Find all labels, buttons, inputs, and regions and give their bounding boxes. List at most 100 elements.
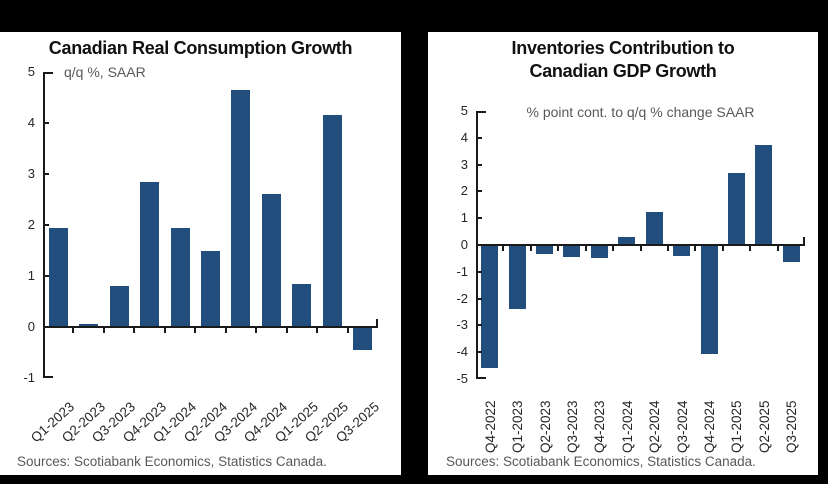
x-tick xyxy=(612,246,615,251)
bar-Q1-2024 xyxy=(618,236,636,245)
right-source-note: Sources: Scotiabank Economics, Statistic… xyxy=(446,454,756,469)
bar-Q3-2024 xyxy=(673,245,691,256)
y-tick-label: -2 xyxy=(456,290,468,306)
left-chart-panel: Canadian Real Consumption Growth q/q %, … xyxy=(0,32,401,475)
bar-Q4-2023 xyxy=(590,245,608,259)
x-tick xyxy=(102,328,105,333)
x-tick xyxy=(285,328,288,333)
x-label-Q2-2025: Q2-2025 xyxy=(756,400,772,453)
bar-Q3-2025 xyxy=(782,245,800,263)
x-tick xyxy=(255,328,258,333)
y-tick xyxy=(43,122,49,124)
x-tick xyxy=(163,328,166,333)
y-tick-label: 5 xyxy=(460,103,468,118)
left-plot-area: 5 4 3 2 1 0 -1 Q1-2023 Q2-2023 Q3-2023 Q4-2023 Q1-2… xyxy=(0,32,401,475)
y-tick xyxy=(476,297,482,300)
x-axis-end-cap xyxy=(376,319,378,327)
x-axis-end-cap xyxy=(803,237,805,245)
x-tick xyxy=(721,246,724,251)
bar-Q4-2022 xyxy=(481,245,499,369)
y-tick-label: -5 xyxy=(456,371,468,386)
bar-Q4-2023 xyxy=(140,181,160,327)
left-chart-title: Canadian Real Consumption Growth xyxy=(48,38,353,58)
y-tick-label: 0 xyxy=(27,319,35,334)
y-tick-label: 3 xyxy=(27,166,35,181)
x-label-Q4-2024: Q4-2024 xyxy=(702,400,718,453)
y-tick-label: -1 xyxy=(23,370,35,385)
y-tick xyxy=(43,275,49,277)
x-label-Q3-2023: Q3-2023 xyxy=(564,400,580,453)
y-tick-label: 5 xyxy=(27,64,35,79)
y-tick xyxy=(476,190,482,193)
left-source-note: Sources: Scotiabank Economics, Statistic… xyxy=(17,454,327,469)
right-chart-title-line1: Inventories Contribution to xyxy=(511,38,735,58)
bar-Q2-2025 xyxy=(322,115,342,327)
y-tick-label: 1 xyxy=(27,268,35,283)
y-axis-bottom-cap xyxy=(476,377,486,379)
bar-Q2-2024 xyxy=(645,211,663,245)
y-tick xyxy=(476,136,482,139)
y-tick xyxy=(476,270,482,273)
bar-Q3-2024 xyxy=(231,89,251,327)
x-tick xyxy=(316,328,319,333)
y-tick xyxy=(43,173,49,175)
x-label-Q2-2023: Q2-2023 xyxy=(537,400,553,453)
y-tick xyxy=(476,217,482,220)
bar-Q2-2024 xyxy=(201,250,220,327)
x-tick xyxy=(133,328,136,333)
y-tick xyxy=(43,224,49,226)
x-tick xyxy=(694,246,697,251)
x-label-Q1-2024: Q1-2024 xyxy=(619,400,635,453)
bar-Q1-2023 xyxy=(48,227,68,327)
right-chart-title-line2: Canadian GDP Growth xyxy=(529,61,717,81)
x-label-Q2-2024: Q2-2024 xyxy=(647,400,663,453)
bar-Q1-2025 xyxy=(292,283,312,327)
x-tick xyxy=(666,246,669,251)
x-axis xyxy=(43,326,378,328)
x-tick xyxy=(194,328,197,333)
x-label-Q1-2023: Q1-2023 xyxy=(510,400,526,453)
x-axis xyxy=(476,244,805,246)
x-tick xyxy=(224,328,227,333)
y-tick xyxy=(476,351,482,354)
y-axis-top-cap xyxy=(476,111,486,113)
y-axis-top-cap xyxy=(43,72,53,74)
y-tick-label: 2 xyxy=(460,183,468,199)
bar-Q2-2023 xyxy=(79,324,99,327)
bar-Q1-2025 xyxy=(727,172,745,245)
x-tick xyxy=(639,246,642,251)
x-tick xyxy=(502,246,505,251)
bar-Q1-2024 xyxy=(170,227,190,327)
bar-Q3-2025 xyxy=(353,327,373,350)
right-chart-subtitle: % point cont. to q/q % change SAAR xyxy=(526,104,755,120)
bar-Q1-2023 xyxy=(508,245,526,310)
x-label-Q1-2025: Q1-2025 xyxy=(729,400,745,453)
x-tick xyxy=(584,246,587,251)
y-tick-label: 1 xyxy=(460,210,468,226)
x-tick xyxy=(72,328,75,333)
y-tick xyxy=(476,324,482,327)
y-tick-label: 0 xyxy=(460,237,468,252)
left-chart-subtitle: q/q %, SAAR xyxy=(64,64,146,80)
y-tick-label: -4 xyxy=(456,344,468,360)
x-tick xyxy=(557,246,560,251)
bar-Q3-2023 xyxy=(109,286,129,327)
bar-Q4-2024 xyxy=(700,245,718,354)
x-tick xyxy=(749,246,752,251)
bar-Q3-2023 xyxy=(563,245,581,258)
y-tick-label: 3 xyxy=(460,156,468,172)
y-tick-label: -3 xyxy=(456,317,468,333)
right-chart-panel: Inventories Contribution to Canadian GDP… xyxy=(428,32,818,475)
y-tick xyxy=(476,163,482,166)
bar-Q2-2023 xyxy=(536,245,554,255)
x-label-Q4-2022: Q4-2022 xyxy=(482,400,498,453)
y-tick-label: 2 xyxy=(27,217,35,232)
x-label-Q3-2024: Q3-2024 xyxy=(674,400,690,453)
x-label-Q4-2023: Q4-2023 xyxy=(592,400,608,453)
x-label-Q3-2025: Q3-2025 xyxy=(784,400,800,453)
y-tick-label: -1 xyxy=(456,263,468,279)
y-axis-bottom-cap xyxy=(43,376,53,378)
bar-Q4-2024 xyxy=(261,194,281,327)
right-plot-area: 5 4 3 2 1 0 -1 -2 -3 -4 -5 Q4-2022 Q1-2023 Q2-2023 Q3-… xyxy=(428,32,818,475)
